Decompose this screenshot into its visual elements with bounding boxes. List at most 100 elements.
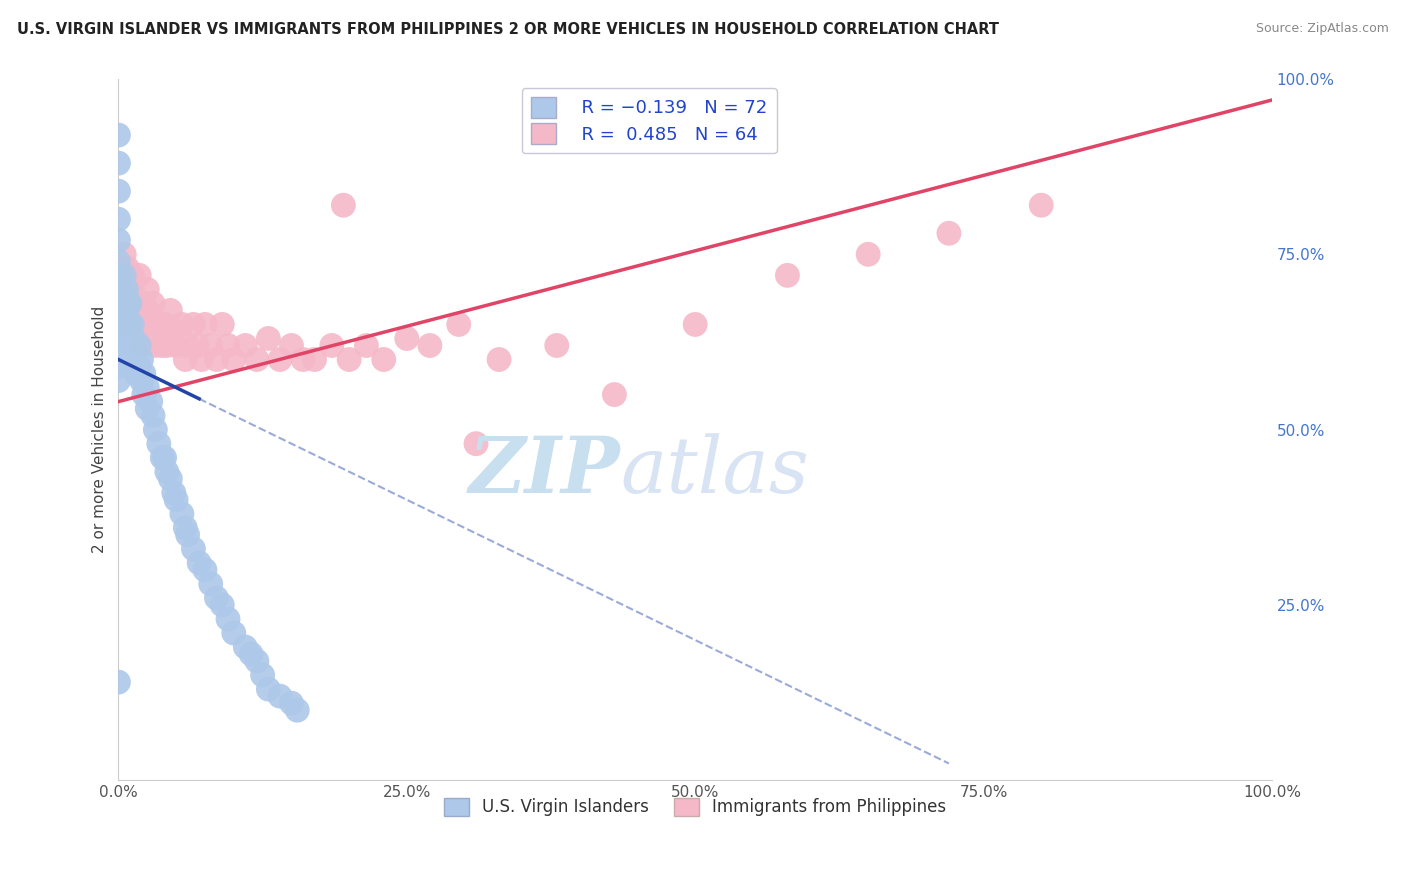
- Point: [118, 296, 141, 310]
- Point: [142, 409, 165, 423]
- Point: [159, 303, 181, 318]
- Point: [131, 318, 153, 332]
- Point: [125, 367, 148, 381]
- Point: [125, 296, 148, 310]
- Point: [373, 352, 395, 367]
- Point: [136, 282, 159, 296]
- Point: [112, 318, 135, 332]
- Text: U.S. VIRGIN ISLANDER VS IMMIGRANTS FROM PHILIPPINES 2 OR MORE VEHICLES IN HOUSEH: U.S. VIRGIN ISLANDER VS IMMIGRANTS FROM …: [17, 22, 998, 37]
- Point: [107, 156, 129, 170]
- Point: [269, 352, 291, 367]
- Point: [132, 387, 155, 401]
- Point: [153, 318, 176, 332]
- Point: [117, 296, 139, 310]
- Point: [136, 401, 159, 416]
- Point: [217, 338, 239, 352]
- Point: [118, 318, 141, 332]
- Point: [107, 184, 129, 198]
- Point: [603, 387, 626, 401]
- Point: [107, 282, 129, 296]
- Point: [107, 675, 129, 690]
- Point: [118, 352, 141, 367]
- Point: [121, 338, 143, 352]
- Point: [124, 345, 146, 359]
- Point: [174, 352, 197, 367]
- Point: [188, 556, 211, 570]
- Point: [121, 268, 143, 283]
- Point: [337, 352, 360, 367]
- Point: [107, 359, 129, 374]
- Point: [107, 345, 129, 359]
- Point: [205, 352, 228, 367]
- Point: [246, 654, 269, 668]
- Point: [170, 507, 193, 521]
- Text: atlas: atlas: [620, 434, 808, 510]
- Point: [131, 374, 153, 388]
- Point: [269, 689, 291, 703]
- Point: [136, 380, 159, 394]
- Point: [128, 359, 150, 374]
- Point: [488, 352, 510, 367]
- Point: [292, 352, 315, 367]
- Point: [107, 233, 129, 247]
- Point: [183, 541, 205, 556]
- Point: [938, 227, 960, 241]
- Point: [131, 352, 153, 367]
- Point: [117, 331, 139, 345]
- Point: [304, 352, 326, 367]
- Point: [156, 465, 179, 479]
- Point: [200, 577, 222, 591]
- Point: [117, 318, 139, 332]
- Point: [139, 394, 162, 409]
- Point: [194, 318, 217, 332]
- Point: [176, 528, 198, 542]
- Point: [163, 325, 186, 339]
- Point: [143, 423, 166, 437]
- Point: [356, 338, 378, 352]
- Point: [112, 247, 135, 261]
- Point: [280, 338, 302, 352]
- Point: [139, 318, 162, 332]
- Point: [170, 318, 193, 332]
- Point: [107, 254, 129, 268]
- Point: [121, 282, 143, 296]
- Point: [143, 338, 166, 352]
- Point: [856, 247, 879, 261]
- Point: [131, 338, 153, 352]
- Point: [107, 296, 129, 310]
- Point: [176, 338, 198, 352]
- Point: [128, 268, 150, 283]
- Point: [107, 318, 129, 332]
- Point: [112, 338, 135, 352]
- Point: [107, 128, 129, 142]
- Point: [153, 450, 176, 465]
- Point: [118, 296, 141, 310]
- Point: [165, 492, 187, 507]
- Point: [159, 472, 181, 486]
- Point: [122, 331, 145, 345]
- Point: [115, 282, 138, 296]
- Point: [546, 338, 568, 352]
- Point: [121, 318, 143, 332]
- Point: [112, 268, 135, 283]
- Point: [395, 331, 418, 345]
- Point: [447, 318, 470, 332]
- Point: [115, 303, 138, 318]
- Point: [156, 338, 179, 352]
- Point: [132, 367, 155, 381]
- Point: [148, 318, 170, 332]
- Point: [419, 338, 441, 352]
- Point: [142, 296, 165, 310]
- Point: [205, 591, 228, 605]
- Point: [257, 682, 280, 697]
- Point: [112, 268, 135, 283]
- Point: [683, 318, 706, 332]
- Point: [194, 563, 217, 577]
- Point: [321, 338, 343, 352]
- Point: [222, 626, 245, 640]
- Point: [125, 318, 148, 332]
- Point: [165, 338, 187, 352]
- Point: [240, 647, 263, 661]
- Point: [257, 331, 280, 345]
- Point: [233, 640, 256, 654]
